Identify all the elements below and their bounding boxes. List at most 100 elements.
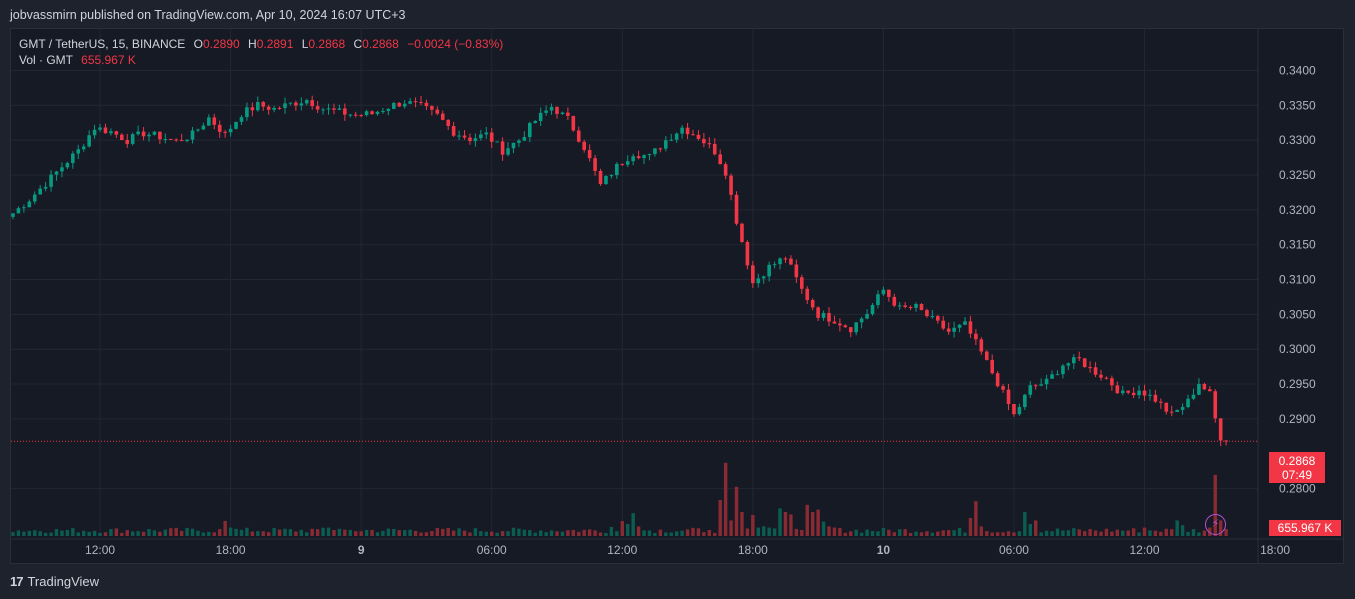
- volume-bar: [849, 531, 853, 536]
- candle-body: [402, 103, 407, 107]
- candle-body: [680, 127, 684, 134]
- candle-body: [647, 154, 652, 156]
- volume-bar: [1186, 531, 1190, 536]
- candle-body: [1012, 404, 1016, 415]
- tradingview-logo-icon[interactable]: 17: [10, 574, 24, 589]
- volume-bar: [98, 532, 102, 536]
- candle-body: [424, 102, 429, 107]
- candle-body: [1066, 363, 1071, 366]
- volume-bar: [598, 532, 603, 536]
- candle-body: [484, 132, 489, 135]
- x-tick-label: 06:00: [477, 543, 507, 557]
- candle-body: [326, 108, 331, 110]
- volume-bar: [305, 532, 309, 536]
- volume-bar: [653, 532, 657, 536]
- volume-bar: [734, 486, 739, 536]
- volume-bar: [615, 531, 619, 536]
- volume-bar: [457, 528, 461, 536]
- brand-name[interactable]: TradingView: [27, 574, 100, 589]
- candle-body: [974, 333, 978, 340]
- lightning-icon[interactable]: ⚡: [1205, 514, 1226, 535]
- volume-bar: [375, 532, 380, 536]
- volume-bar: [114, 528, 119, 536]
- candle-body: [1001, 386, 1005, 390]
- volume-bar: [609, 527, 614, 536]
- candle-body: [685, 127, 690, 135]
- candle-body: [669, 139, 674, 141]
- candle-body: [141, 131, 146, 137]
- candle-body: [1126, 390, 1130, 393]
- candle-body: [789, 258, 793, 265]
- candle-body: [473, 138, 478, 142]
- chart-canvas[interactable]: 0.3400 0.3350 0.3300 0.3250 0.3200 0.3150 0.31…: [11, 29, 1343, 563]
- chart-panel[interactable]: 0.3400 0.3350 0.3300 0.3250 0.3200 0.3150 0.31…: [10, 28, 1344, 564]
- candle-body: [500, 141, 505, 155]
- volume-bar: [718, 500, 722, 536]
- candle-body: [528, 123, 532, 138]
- candle-body: [190, 130, 195, 140]
- volume-bar: [120, 532, 124, 536]
- y-tick-label: 0.3400: [1279, 63, 1316, 77]
- volume-bar: [179, 530, 184, 536]
- volume-label[interactable]: Vol · GMT: [19, 53, 73, 67]
- volume-bar: [778, 508, 782, 536]
- y-tick-label: 0.3300: [1279, 133, 1316, 147]
- candle-body: [566, 112, 570, 116]
- volume-bar: [27, 530, 32, 536]
- candle-body: [49, 174, 53, 187]
- candle-body: [130, 134, 135, 144]
- candle-body: [745, 241, 750, 266]
- close-value: 0.2868: [362, 37, 399, 51]
- x-tick-label: 9: [358, 543, 365, 557]
- candle-body: [914, 303, 918, 308]
- candle-body: [1202, 383, 1207, 390]
- candle-body: [506, 148, 510, 155]
- volume-bar: [560, 531, 565, 536]
- candle-body: [990, 359, 994, 374]
- candle-body: [718, 154, 722, 165]
- volume-bar: [234, 528, 238, 536]
- candle-body: [38, 188, 42, 195]
- candle-body: [865, 313, 869, 319]
- volume-bar: [484, 531, 488, 536]
- volume-bar: [310, 528, 314, 536]
- candle-body: [631, 156, 635, 162]
- candle-body: [92, 129, 97, 136]
- candle-body: [1164, 402, 1169, 412]
- volume-bar: [294, 531, 298, 536]
- candle-body: [1017, 407, 1022, 415]
- candle-body: [76, 149, 81, 154]
- volume-bar: [642, 530, 646, 536]
- candle-body: [593, 158, 597, 171]
- volume-bar: [158, 531, 162, 536]
- candle-body: [283, 103, 287, 108]
- volume-bar: [136, 531, 140, 536]
- volume-bar: [544, 532, 548, 536]
- candle-body: [1082, 358, 1087, 368]
- volume-bar: [571, 529, 576, 536]
- candle-body: [277, 107, 282, 109]
- volume-bar: [936, 531, 940, 536]
- candle-body: [897, 305, 902, 307]
- volume-bar: [577, 531, 581, 536]
- candle-body: [549, 106, 554, 111]
- volume-bar: [1082, 531, 1087, 536]
- candle-body: [1088, 367, 1092, 369]
- volume-bar: [201, 532, 206, 536]
- candle-body: [11, 213, 15, 217]
- volume-bar: [130, 531, 135, 536]
- volume-bar: [332, 530, 336, 536]
- last-price-tag: 0.2868 07:49: [1269, 452, 1325, 483]
- volume-bar: [506, 531, 510, 536]
- candle-body: [304, 100, 309, 104]
- volume-bar: [266, 532, 271, 536]
- candle-body: [81, 146, 86, 150]
- volume-bar: [702, 532, 706, 536]
- publisher-header: jobvassmirn published on TradingView.com…: [10, 8, 406, 22]
- high-value: 0.2891: [256, 37, 294, 51]
- candle-body: [1028, 385, 1033, 395]
- symbol-label[interactable]: GMT / TetherUS, 15, BINANCE: [19, 37, 186, 51]
- candle-body: [43, 186, 48, 189]
- candle-body: [392, 103, 396, 109]
- volume-bar: [1039, 532, 1043, 536]
